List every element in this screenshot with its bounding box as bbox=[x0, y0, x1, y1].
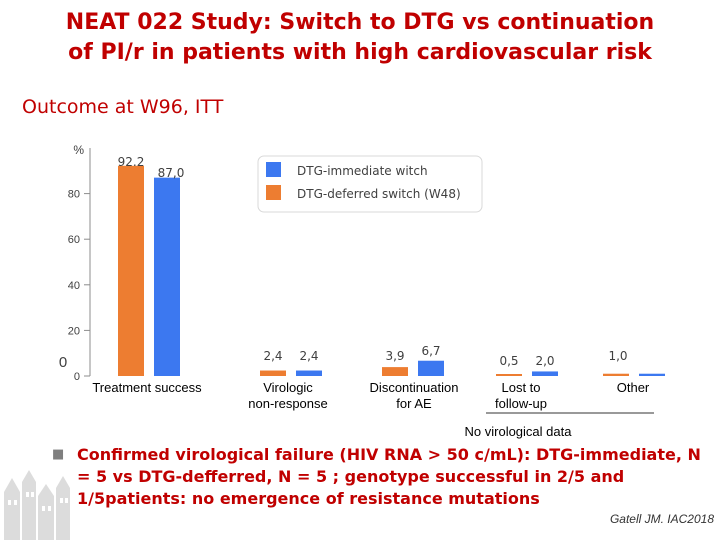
chart-legend: DTG-immediate witch DTG-deferred switch (… bbox=[257, 155, 483, 213]
bar-value-label: 3,9 bbox=[385, 349, 404, 363]
y-tick-label: 20 bbox=[68, 325, 80, 337]
category-label: Discontinuation for AE bbox=[370, 380, 459, 411]
category-label: Lost to follow-up bbox=[495, 380, 547, 411]
bar-value-label: 2,4 bbox=[299, 349, 318, 363]
chart-labels: 92.2 2,4 3,9 0,5 1,0 87,0 2,4 6,7 2,0 Treatment s… bbox=[92, 155, 654, 439]
category-label-line: Lost to bbox=[501, 380, 540, 395]
y-tick-label: 60 bbox=[68, 234, 80, 246]
category-label: Other bbox=[617, 380, 650, 395]
category-label: Treatment success bbox=[92, 380, 202, 395]
category-label-line: non-response bbox=[248, 396, 328, 411]
bracket-label: No virological data bbox=[465, 424, 573, 439]
category-label-line: for AE bbox=[396, 396, 432, 411]
bar-value-label: 6,7 bbox=[421, 344, 440, 358]
category-label-line: Virologic bbox=[263, 380, 313, 395]
category-label-line: Other bbox=[617, 380, 650, 395]
category-label: Virologic non-response bbox=[248, 380, 328, 411]
citation: Gatell JM. IAC2018 bbox=[609, 512, 714, 526]
chart-axes: % 0 20 40 60 80 0 bbox=[59, 143, 91, 383]
bar-immediate bbox=[118, 165, 144, 376]
bar-value-label: 87,0 bbox=[158, 166, 185, 180]
footnote-bullet: ■ Confirmed virological failure (HIV RNA… bbox=[52, 444, 712, 510]
bar-value-label: 2,0 bbox=[535, 354, 554, 368]
y-zero-extra-label: 0 bbox=[59, 354, 67, 371]
legend-label: DTG-immediate witch bbox=[297, 164, 428, 178]
chart-subtitle: Outcome at W96, ITT bbox=[22, 96, 224, 118]
y-tick-label: 80 bbox=[68, 189, 80, 201]
bar-value-label: 1,0 bbox=[608, 349, 627, 363]
category-label-line: Discontinuation bbox=[370, 380, 459, 395]
bar-deferred bbox=[154, 177, 180, 376]
category-label-line: Treatment success bbox=[92, 380, 202, 395]
bar-value-label: 2,4 bbox=[263, 349, 282, 363]
bar-value-label: 92.2 bbox=[118, 155, 145, 169]
bar-immediate bbox=[603, 373, 629, 376]
legend-swatch bbox=[266, 162, 281, 177]
title-line-2: of PI/r in patients with high cardiovasc… bbox=[68, 40, 652, 65]
title-line-1: NEAT 022 Study: Switch to DTG vs continu… bbox=[65, 10, 655, 35]
bar-immediate bbox=[382, 367, 408, 376]
bar-deferred bbox=[532, 371, 558, 376]
bar-value-label: 0,5 bbox=[499, 354, 518, 368]
legend-box bbox=[257, 155, 483, 213]
bar-deferred bbox=[296, 370, 322, 376]
legend-swatch bbox=[266, 185, 281, 200]
category-label-line: follow-up bbox=[495, 396, 547, 411]
y-tick-label: 40 bbox=[68, 280, 80, 292]
bar-deferred bbox=[418, 360, 444, 376]
bar-immediate bbox=[496, 374, 522, 376]
page-title: NEAT 022 Study: Switch to DTG vs continu… bbox=[0, 8, 720, 68]
city-skyline-watermark bbox=[4, 470, 70, 540]
bar-immediate bbox=[260, 370, 286, 376]
bullet-square-icon: ■ bbox=[52, 447, 65, 462]
y-axis-label: % bbox=[73, 143, 84, 157]
chart-bars bbox=[118, 165, 665, 376]
legend-label: DTG-deferred switch (W48) bbox=[297, 187, 461, 201]
y-tick-label: 0 bbox=[74, 371, 80, 383]
bar-deferred bbox=[639, 373, 665, 376]
bullet-text: Confirmed virological failure (HIV RNA >… bbox=[77, 445, 701, 508]
